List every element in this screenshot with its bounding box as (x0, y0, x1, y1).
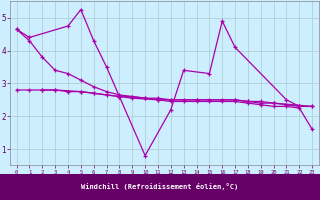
Text: Windchill (Refroidissement éolien,°C): Windchill (Refroidissement éolien,°C) (81, 184, 239, 190)
